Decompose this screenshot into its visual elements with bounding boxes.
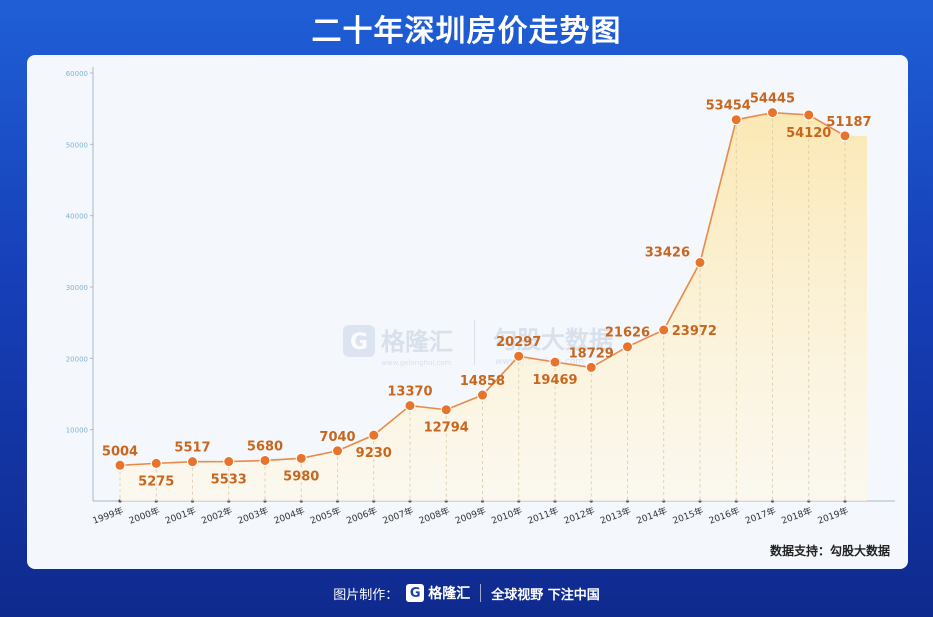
x-tick-label: 1999年 bbox=[91, 505, 125, 527]
data-label: 13370 bbox=[387, 385, 432, 400]
data-label: 23972 bbox=[672, 324, 717, 339]
x-tick-label: 2006年 bbox=[345, 505, 379, 527]
price-trend-chart: G 格隆汇 www.gelonghui.com 勾股大数据 www.goguda… bbox=[66, 67, 895, 527]
x-tick-label: 2000年 bbox=[127, 505, 161, 527]
x-tick-label: 2003年 bbox=[236, 505, 270, 527]
x-tick-label: 2011年 bbox=[526, 505, 560, 527]
x-tick-label: 2010年 bbox=[490, 505, 524, 527]
data-label: 14858 bbox=[460, 374, 505, 389]
x-tick-label: 2016年 bbox=[707, 505, 741, 527]
data-point bbox=[585, 361, 597, 373]
chart-card: G 格隆汇 www.gelonghui.com 勾股大数据 www.goguda… bbox=[27, 55, 908, 569]
watermark-divider bbox=[474, 320, 475, 365]
data-label: 19469 bbox=[532, 373, 577, 388]
data-label: 18729 bbox=[569, 346, 614, 361]
data-label: 9230 bbox=[356, 446, 392, 461]
footer: 图片制作： G 格隆汇 全球视野 下注中国 bbox=[0, 578, 933, 608]
y-tick-label: 20000 bbox=[66, 355, 88, 363]
data-point bbox=[368, 429, 380, 441]
watermark-brand: 格隆汇 bbox=[381, 328, 453, 356]
x-tick-label: 2001年 bbox=[163, 505, 197, 527]
x-tick-label: 2014年 bbox=[635, 505, 669, 527]
x-tick-label: 2015年 bbox=[671, 505, 705, 527]
y-tick-label: 60000 bbox=[66, 70, 88, 78]
y-tick-label: 40000 bbox=[66, 213, 88, 221]
data-point bbox=[839, 130, 851, 142]
footer-brand: 格隆汇 bbox=[428, 586, 471, 602]
data-point bbox=[803, 109, 815, 121]
footer-divider bbox=[480, 584, 482, 602]
data-point bbox=[767, 107, 778, 119]
x-tick-label: 2002年 bbox=[200, 505, 234, 527]
source-label: 数据支持：勾股大数据 bbox=[769, 544, 890, 558]
data-label: 7040 bbox=[319, 430, 355, 445]
data-label: 12794 bbox=[424, 421, 469, 436]
data-point bbox=[295, 452, 307, 464]
data-label: 51187 bbox=[826, 115, 871, 130]
x-tick-label: 2007年 bbox=[381, 505, 415, 527]
x-tick-label: 2008年 bbox=[417, 505, 451, 527]
data-label: 54445 bbox=[750, 92, 795, 107]
x-tick-label: 2018年 bbox=[780, 505, 814, 527]
watermark-brand-url: www.gelonghui.com bbox=[381, 359, 452, 367]
data-label: 5275 bbox=[138, 474, 174, 489]
data-label: 5517 bbox=[174, 441, 210, 456]
x-tick-label: 2004年 bbox=[272, 505, 306, 527]
watermark-logo-letter: G bbox=[350, 330, 368, 355]
y-tick-label: 30000 bbox=[66, 284, 88, 292]
data-label: 5533 bbox=[211, 473, 247, 488]
data-point bbox=[223, 456, 235, 468]
x-tick-label: 2005年 bbox=[308, 505, 342, 527]
data-label: 21626 bbox=[605, 326, 650, 341]
x-tick-label: 2019年 bbox=[816, 505, 850, 527]
data-label: 53454 bbox=[706, 99, 751, 114]
data-label: 54120 bbox=[786, 126, 831, 141]
watermark-partner: 勾股大数据 bbox=[493, 326, 613, 354]
y-tick-label: 10000 bbox=[66, 427, 88, 435]
footer-made-by: 图片制作： bbox=[333, 587, 399, 603]
area-fill bbox=[120, 112, 867, 501]
data-point bbox=[259, 454, 271, 466]
data-point bbox=[622, 341, 633, 353]
data-point bbox=[187, 456, 198, 468]
data-point bbox=[150, 457, 162, 469]
data-label: 33426 bbox=[645, 246, 690, 261]
footer-logo-icon: G bbox=[406, 584, 425, 602]
data-point bbox=[658, 324, 670, 336]
data-label: 5680 bbox=[247, 439, 283, 454]
page-title: 二十年深圳房价走势图 bbox=[311, 14, 622, 49]
data-point bbox=[404, 400, 416, 412]
data-label: 5004 bbox=[102, 444, 138, 459]
footer-slogan: 全球视野 下注中国 bbox=[491, 587, 600, 603]
data-point bbox=[730, 114, 742, 126]
data-label: 5980 bbox=[283, 469, 319, 484]
data-label: 20297 bbox=[496, 335, 541, 350]
x-tick-label: 2012年 bbox=[562, 505, 596, 527]
watermark-logo-icon bbox=[343, 325, 375, 357]
data-point bbox=[114, 459, 126, 471]
data-point bbox=[549, 356, 561, 368]
data-point bbox=[513, 350, 525, 362]
data-point bbox=[694, 257, 706, 269]
data-point bbox=[477, 389, 488, 401]
data-point bbox=[440, 404, 452, 416]
x-tick-label: 2017年 bbox=[743, 505, 777, 527]
x-tick-label: 2009年 bbox=[453, 505, 487, 527]
data-point bbox=[332, 445, 343, 457]
x-tick-label: 2013年 bbox=[598, 505, 632, 527]
y-tick-label: 50000 bbox=[66, 141, 88, 149]
